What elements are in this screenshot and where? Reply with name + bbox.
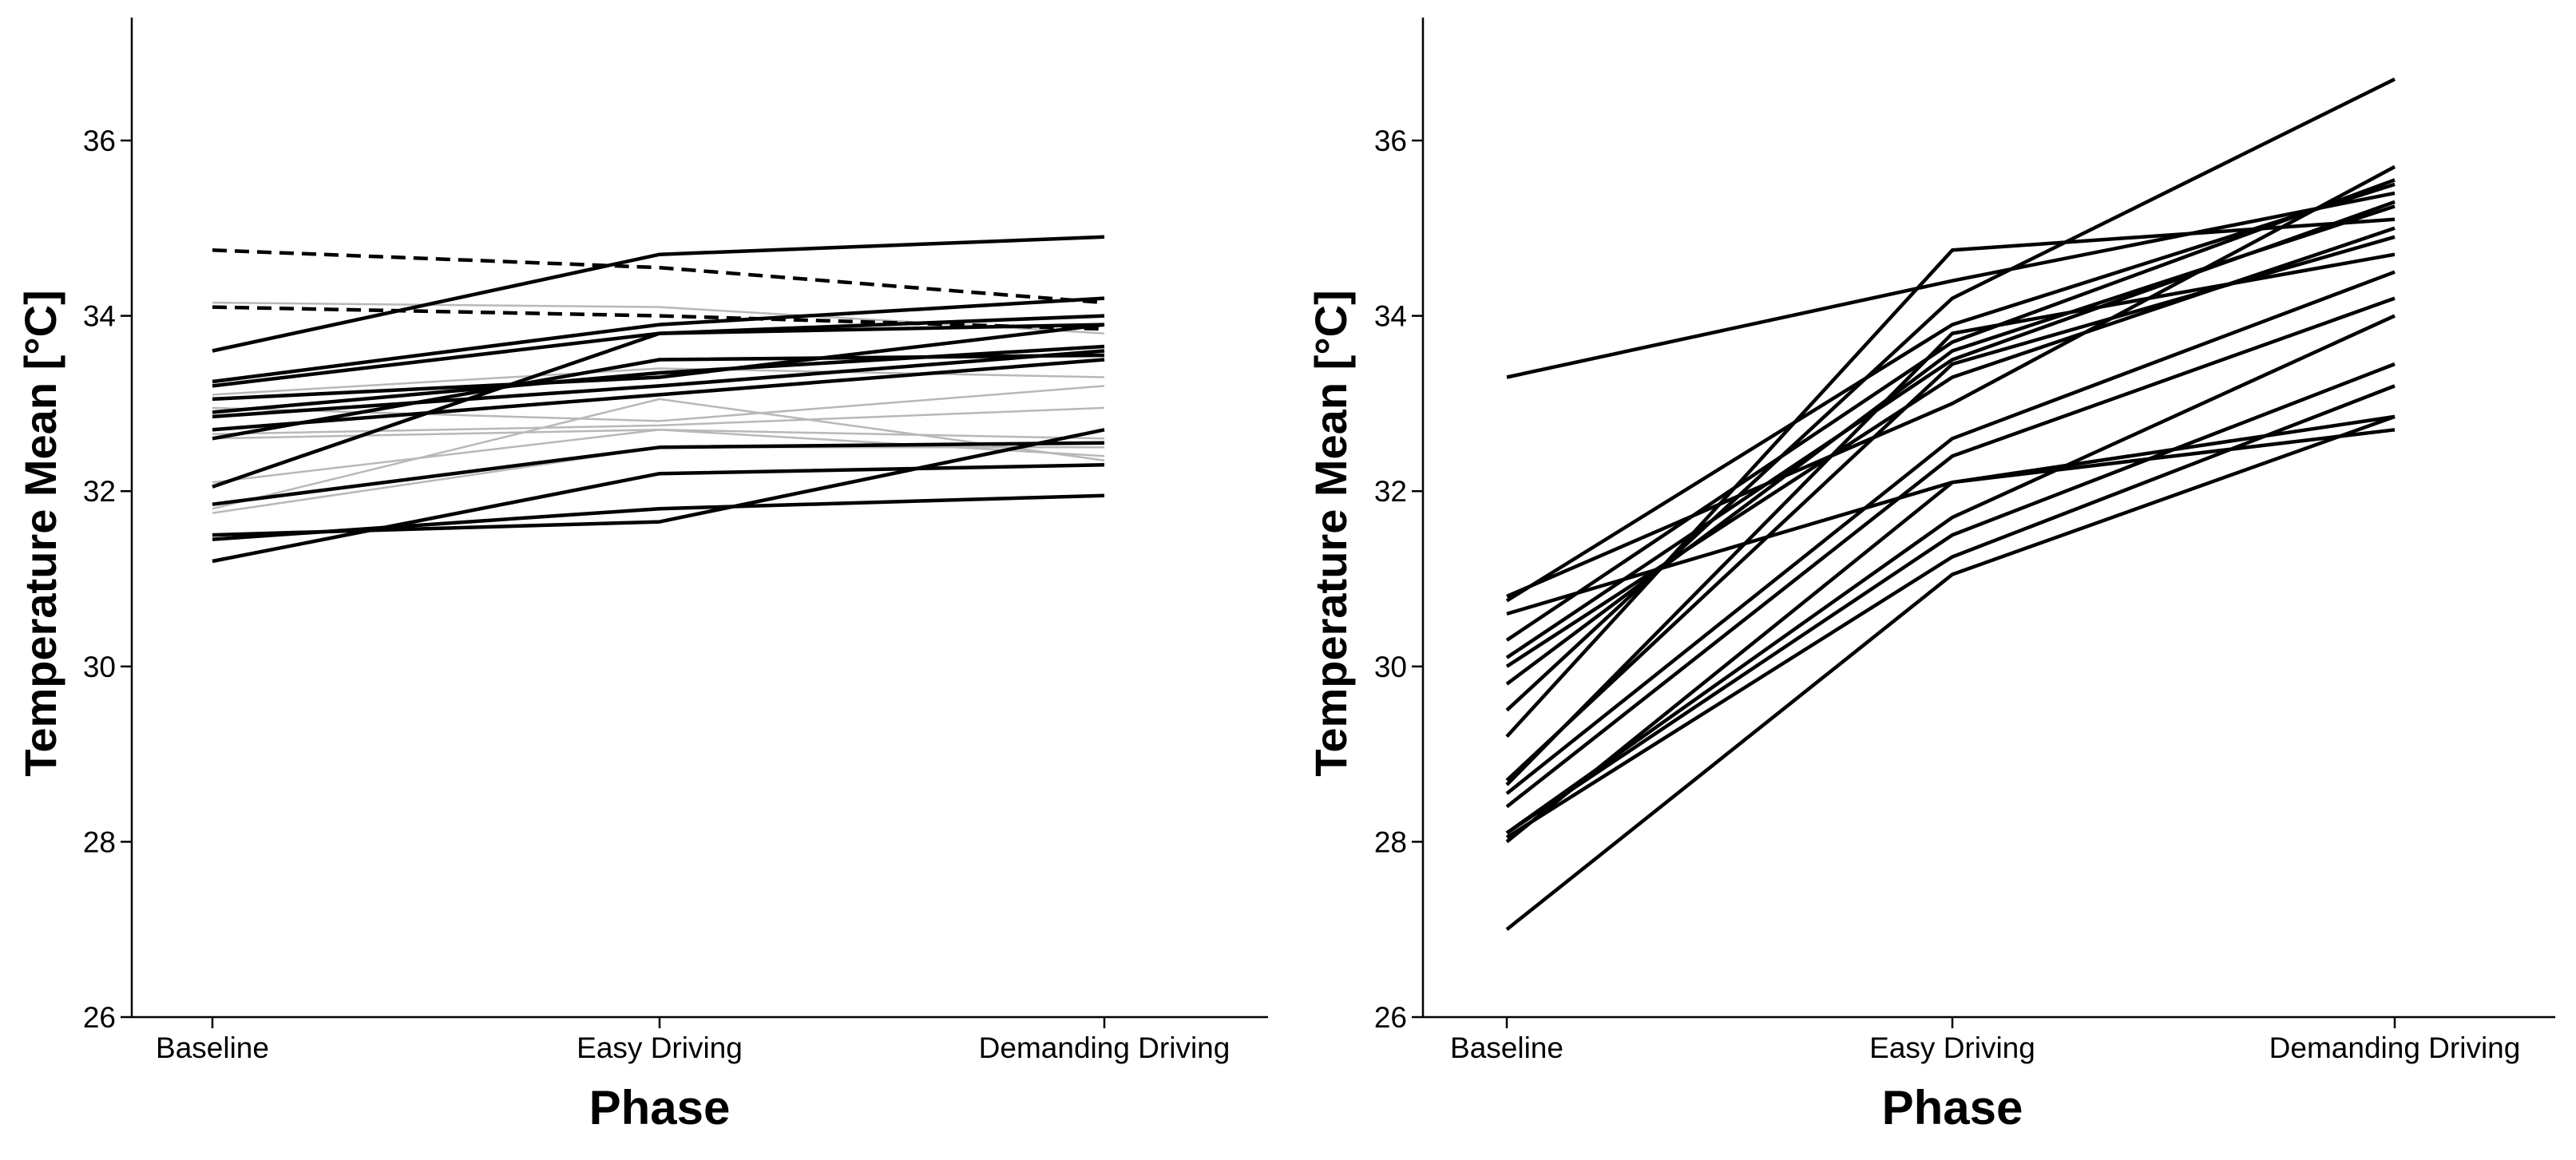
right-x-tick-label: Baseline xyxy=(1450,1031,1563,1064)
right-series-line-p10 xyxy=(1505,217,2396,738)
left-y-ticks: 26 28 30 32 34 36 xyxy=(83,125,132,1034)
left-x-tick-label: Easy Driving xyxy=(577,1031,743,1064)
right-y-tick-label: 30 xyxy=(1374,651,1407,683)
right-x-ticks: Baseline Easy Driving Demanding Driving xyxy=(1450,1017,2520,1064)
left-series-layer xyxy=(212,235,1105,564)
right-series-line-p1 xyxy=(1506,191,2396,379)
left-y-tick-label: 26 xyxy=(83,1001,116,1034)
left-series-line-p8 xyxy=(212,353,1105,441)
right-series-line-p19 xyxy=(1505,414,2396,931)
right-x-tick-label: Easy Driving xyxy=(1869,1031,2035,1064)
right-series-line-p17 xyxy=(1505,384,2396,839)
left-series-line-p17 xyxy=(212,367,1105,396)
right-series-line-p11 xyxy=(1505,235,2396,782)
right-y-tick-label: 26 xyxy=(1374,1001,1407,1034)
left-y-tick-label: 34 xyxy=(83,300,116,333)
right-y-tick-label: 28 xyxy=(1374,825,1407,858)
right-x-tick-label: Demanding Driving xyxy=(2269,1031,2521,1064)
right-chart-panel: 26 28 30 32 34 36 Baseline Easy Driving Demandi… xyxy=(1306,18,2555,1134)
left-series-line-p6 xyxy=(212,349,1105,419)
right-series-line-p18 xyxy=(1505,428,2396,844)
left-series-line-p1 xyxy=(212,235,1105,353)
left-chart-panel: 26 28 30 32 34 36 Baseline Easy Driving Demandi… xyxy=(15,18,1268,1134)
right-series-line-p13 xyxy=(1505,270,2396,795)
left-series-line-p19 xyxy=(212,406,1105,436)
left-y-axis-title: Temperature Mean [°C] xyxy=(15,290,65,776)
left-y-tick-label: 28 xyxy=(83,825,116,858)
left-series-line-p9 xyxy=(212,323,1105,489)
left-x-tick-label: Demanding Driving xyxy=(979,1031,1231,1064)
left-series-line-p14 xyxy=(212,248,1105,305)
right-y-axis-title: Temperature Mean [°C] xyxy=(1306,290,1356,776)
left-series-line-p2 xyxy=(212,296,1105,384)
left-y-tick-label: 32 xyxy=(83,475,116,508)
right-series-line-p16 xyxy=(1505,362,2396,835)
left-x-ticks: Baseline Easy Driving Demanding Driving xyxy=(156,1017,1230,1064)
right-series-line-p2 xyxy=(1506,164,2396,599)
left-series-line-p7 xyxy=(212,358,1105,432)
right-series-line-p12 xyxy=(1505,252,2396,786)
right-y-tick-label: 34 xyxy=(1374,300,1407,333)
right-series-line-p14 xyxy=(1505,296,2396,809)
left-series-line-p22 xyxy=(212,398,1105,510)
right-y-tick-label: 32 xyxy=(1374,475,1407,508)
left-series-line-p12 xyxy=(212,493,1105,541)
right-x-axis-title: Phase xyxy=(1882,1081,2023,1134)
left-series-line-p4 xyxy=(212,323,1105,402)
right-y-ticks: 26 28 30 32 34 36 xyxy=(1374,125,1423,1034)
right-y-tick-label: 36 xyxy=(1374,125,1407,157)
right-series-line-p15 xyxy=(1505,314,2396,835)
left-y-tick-label: 30 xyxy=(83,651,116,683)
left-series-line-p15 xyxy=(212,305,1105,331)
right-series-layer xyxy=(1505,77,2396,931)
left-series-line-p13 xyxy=(212,463,1105,564)
left-series-line-p10 xyxy=(212,441,1105,506)
left-x-axis-title: Phase xyxy=(589,1081,731,1134)
left-y-tick-label: 36 xyxy=(83,125,116,157)
right-series-line-p9 xyxy=(1505,77,2396,712)
right-series-line-p5 xyxy=(1505,178,2396,642)
left-x-tick-label: Baseline xyxy=(156,1031,269,1064)
